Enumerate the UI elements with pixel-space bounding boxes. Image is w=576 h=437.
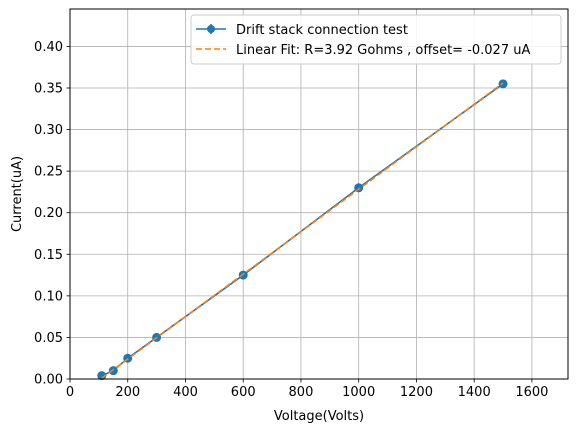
x-tick-label: 1600 [515,385,548,400]
x-tick-label: 600 [231,385,256,400]
y-tick-label: 0.35 [34,81,63,96]
y-tick-label: 0.20 [34,206,63,221]
y-tick-label: 0.40 [34,40,63,55]
legend-entry-measurement: Drift stack connection test [196,23,408,38]
x-tick-label: 0 [66,385,74,400]
y-tick-label: 0.00 [34,373,63,388]
x-axis-title: Voltage(Volts) [274,409,364,424]
ticks: 0 200 400 600 800 1000 1200 1400 1600 0.00 0.05 0.1… [34,40,548,400]
x-tick-label: 1400 [458,385,491,400]
y-tick-label: 0.10 [34,289,63,304]
legend: Drift stack connection test Linear Fit: … [190,14,562,65]
legend-marker-measurement [207,25,215,33]
x-tick-label: 800 [289,385,314,400]
legend-entry-fit: Linear Fit: R=3.92 Gohms , offset= -0.02… [196,43,530,58]
y-tick-label: 0.05 [34,331,63,346]
legend-label-fit: Linear Fit: R=3.92 Gohms , offset= -0.02… [236,43,530,58]
legend-label-measurement: Drift stack connection test [236,23,408,38]
x-tick-label: 200 [115,385,140,400]
series-layer [97,79,508,381]
y-tick-label: 0.15 [34,248,63,263]
plot-frame [69,8,569,380]
y-tick-label: 0.30 [34,123,63,138]
y-tick-label: 0.25 [34,165,63,180]
x-tick-label: 400 [173,385,198,400]
legend-box [190,14,562,65]
x-tick-label: 1000 [342,385,375,400]
y-axis-title: Current(uA) [10,156,25,232]
x-tick-label: 1200 [400,385,433,400]
fit-line [101,82,504,379]
measurement-point [108,366,118,376]
